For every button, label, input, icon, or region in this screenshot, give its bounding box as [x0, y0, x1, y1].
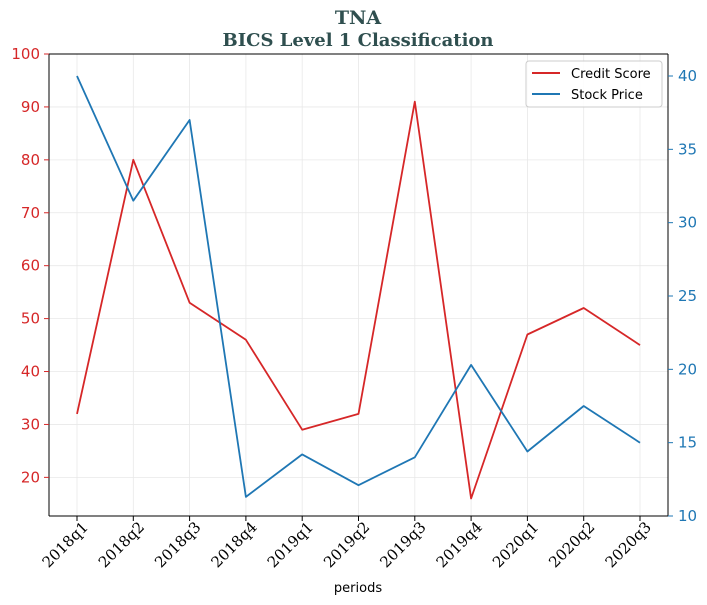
left-tick-label: 60 — [21, 257, 40, 275]
x-tick-label: 2020q1 — [489, 518, 542, 571]
right-tick-label: 30 — [678, 214, 697, 232]
x-tick-label: 2018q4 — [207, 518, 260, 571]
right-tick-label: 35 — [678, 140, 697, 158]
left-tick-label: 100 — [11, 45, 40, 63]
x-tick-label: 2019q3 — [376, 518, 429, 571]
x-tick-label: 2019q2 — [320, 518, 373, 571]
left-tick-label: 40 — [21, 363, 40, 381]
left-tick-label: 80 — [21, 151, 40, 169]
chart-title: TNA — [335, 7, 382, 29]
x-tick-label: 2019q4 — [433, 518, 486, 571]
left-tick-label: 90 — [21, 98, 40, 116]
left-tick-label: 70 — [21, 204, 40, 222]
right-tick-label: 40 — [678, 67, 697, 85]
chart-subtitle: BICS Level 1 Classification — [222, 30, 493, 51]
left-tick-label: 30 — [21, 415, 40, 433]
series-lines — [76, 75, 641, 500]
x-tick-label: 2019q1 — [264, 518, 317, 571]
legend-label-credit-score: Credit Score — [571, 67, 651, 82]
series-line-credit-score — [76, 100, 641, 500]
x-tick-label: 2020q3 — [602, 518, 655, 571]
x-tick-label: 2018q1 — [39, 518, 92, 571]
left-tick-label: 50 — [21, 310, 40, 328]
left-tick-label: 20 — [21, 468, 40, 486]
x-tick-label: 2018q2 — [95, 518, 148, 571]
right-tick-label: 15 — [678, 434, 697, 452]
series-line-stock-price — [76, 75, 641, 498]
right-tick-label: 20 — [678, 360, 697, 378]
x-tick-label: 2018q3 — [151, 518, 204, 571]
legend: Credit Score Stock Price — [525, 60, 663, 108]
x-axis-label: periods — [334, 581, 382, 596]
legend-label-stock-price: Stock Price — [571, 88, 643, 103]
x-tick-label: 2020q2 — [545, 518, 598, 571]
grid — [49, 53, 668, 516]
right-tick-label: 10 — [678, 507, 697, 525]
right-tick-label: 25 — [678, 287, 697, 305]
